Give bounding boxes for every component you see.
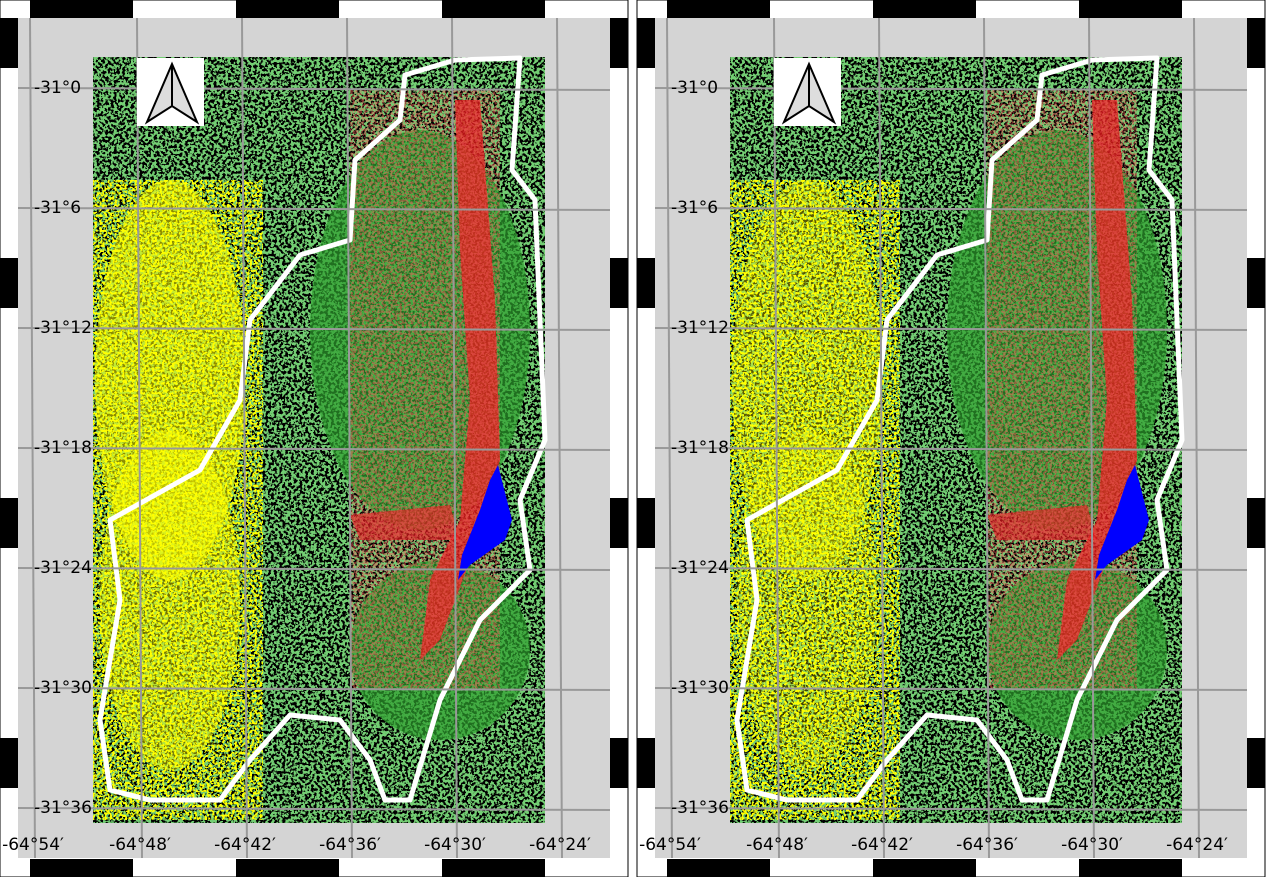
latitude-label: -31°36 bbox=[34, 798, 92, 818]
border-block bbox=[30, 0, 133, 18]
border-block bbox=[637, 258, 655, 308]
longitude-label: -64°24′ bbox=[529, 835, 591, 855]
latitude-label: -31°0 bbox=[671, 78, 718, 98]
border-block bbox=[667, 859, 770, 877]
border-block bbox=[1079, 0, 1182, 18]
border-block bbox=[610, 738, 628, 788]
latitude-label: -31°6 bbox=[671, 198, 718, 218]
latitude-label: -31°12 bbox=[34, 318, 92, 338]
border-block bbox=[637, 498, 655, 548]
border-block bbox=[236, 0, 339, 18]
longitude-label: -64°30′ bbox=[424, 835, 486, 855]
border-block bbox=[0, 258, 18, 308]
urban-speckle bbox=[987, 90, 1137, 690]
latitude-label: -31°24 bbox=[34, 558, 92, 578]
longitude-label: -64°54′ bbox=[2, 835, 64, 855]
longitude-label: -64°42′ bbox=[214, 835, 276, 855]
latitude-label: -31°24 bbox=[671, 558, 729, 578]
border-block bbox=[1247, 18, 1265, 68]
longitude-label: -64°36′ bbox=[956, 835, 1018, 855]
border-block bbox=[1247, 498, 1265, 548]
map-panel: -31°0 -31°6 -31°12 -31°18 -31°24 -31°30 -31°36… bbox=[637, 0, 1265, 877]
border-block bbox=[1079, 859, 1182, 877]
longitude-label: -64°24′ bbox=[1166, 835, 1228, 855]
urban-speckle bbox=[350, 90, 500, 690]
latitude-label: -31°30 bbox=[34, 678, 92, 698]
border-block bbox=[610, 18, 628, 68]
border-block bbox=[637, 18, 655, 68]
border-block bbox=[236, 859, 339, 877]
border-block bbox=[637, 738, 655, 788]
border-block bbox=[873, 0, 976, 18]
longitude-label: -64°54′ bbox=[639, 835, 701, 855]
border-block bbox=[1247, 258, 1265, 308]
border-block bbox=[30, 859, 133, 877]
border-block bbox=[667, 0, 770, 18]
latitude-label: -31°0 bbox=[34, 78, 81, 98]
border-block bbox=[0, 498, 18, 548]
longitude-label: -64°36′ bbox=[319, 835, 381, 855]
border-block bbox=[610, 498, 628, 548]
map-panel: -31°0 -31°6 -31°12 -31°18 -31°24 -31°30 -31°36… bbox=[0, 0, 628, 877]
border-block bbox=[0, 738, 18, 788]
border-block bbox=[0, 18, 18, 68]
border-block bbox=[442, 859, 545, 877]
longitude-label: -64°48′ bbox=[109, 835, 171, 855]
longitude-label: -64°30′ bbox=[1061, 835, 1123, 855]
latitude-label: -31°6 bbox=[34, 198, 81, 218]
border-block bbox=[1247, 738, 1265, 788]
latitude-label: -31°12 bbox=[671, 318, 729, 338]
bare-soil-speckle bbox=[730, 180, 900, 820]
latitude-label: -31°36 bbox=[671, 798, 729, 818]
latitude-label: -31°30 bbox=[671, 678, 729, 698]
border-block bbox=[442, 0, 545, 18]
border-block bbox=[610, 258, 628, 308]
latitude-label: -31°18 bbox=[34, 438, 92, 458]
bare-soil-speckle bbox=[93, 180, 263, 820]
latitude-label: -31°18 bbox=[671, 438, 729, 458]
border-block bbox=[873, 859, 976, 877]
longitude-label: -64°42′ bbox=[851, 835, 913, 855]
longitude-label: -64°48′ bbox=[746, 835, 808, 855]
map-layout: -31°0 -31°6 -31°12 -31°18 -31°24 -31°30 -31°36… bbox=[0, 0, 1269, 877]
